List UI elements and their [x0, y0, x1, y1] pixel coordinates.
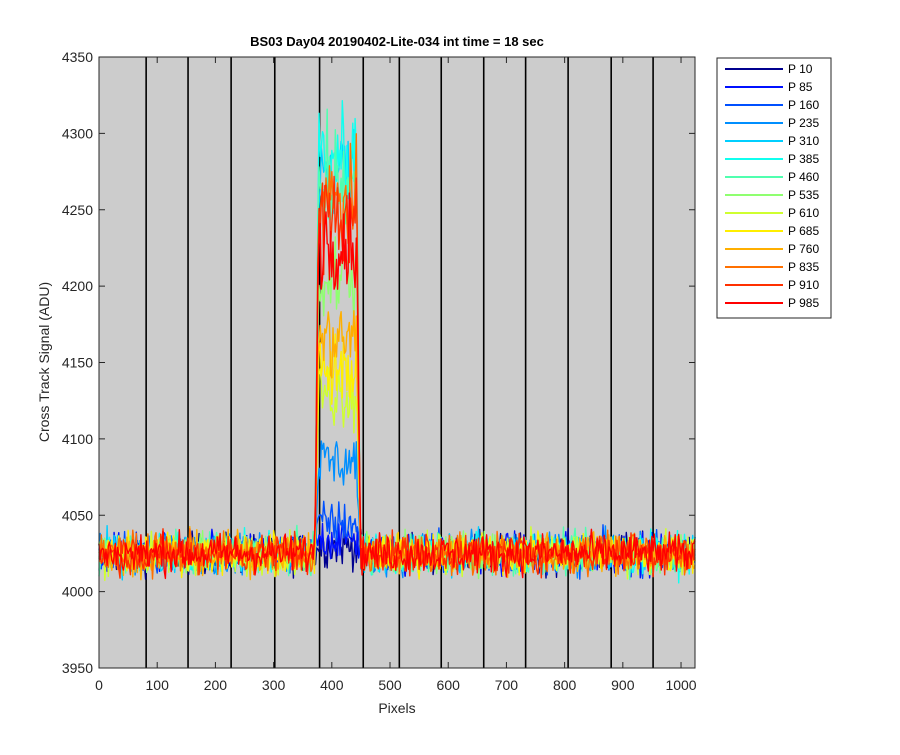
- y-tick-label: 4250: [62, 202, 93, 218]
- legend-label: P 610: [788, 206, 819, 220]
- y-axis-label: Cross Track Signal (ADU): [36, 282, 52, 442]
- x-tick-label: 0: [95, 677, 103, 693]
- x-tick-label: 600: [437, 677, 461, 693]
- y-tick-label: 4050: [62, 507, 93, 523]
- legend-label: P 10: [788, 62, 813, 76]
- chart-title: BS03 Day04 20190402-Lite-034 int time = …: [250, 34, 544, 49]
- y-tick-label: 4350: [62, 49, 93, 65]
- legend-label: P 910: [788, 278, 819, 292]
- x-tick-label: 700: [495, 677, 519, 693]
- legend-label: P 460: [788, 170, 819, 184]
- y-tick-label: 4200: [62, 278, 93, 294]
- legend-label: P 760: [788, 242, 819, 256]
- x-tick-label: 100: [146, 677, 170, 693]
- legend-label: P 685: [788, 224, 819, 238]
- legend-label: P 535: [788, 188, 819, 202]
- x-tick-label: 800: [553, 677, 577, 693]
- legend-box: [716, 57, 832, 319]
- legend-label: P 835: [788, 260, 819, 274]
- legend-label: P 160: [788, 98, 819, 112]
- x-tick-label: 500: [378, 677, 402, 693]
- legend-label: P 985: [788, 296, 819, 310]
- y-tick-label: 3950: [62, 660, 93, 676]
- legend-label: P 385: [788, 152, 819, 166]
- y-tick-label: 4100: [62, 431, 93, 447]
- x-tick-label: 200: [204, 677, 228, 693]
- x-axis-label: Pixels: [378, 700, 415, 716]
- x-tick-label: 1000: [665, 677, 696, 693]
- legend: P 10 P 85 P 160 P 235 P 310 P 385 P 460 P 535 P …: [716, 57, 832, 319]
- x-tick-label: 400: [320, 677, 344, 693]
- y-tick-label: 4150: [62, 355, 93, 371]
- x-tick-label: 900: [611, 677, 635, 693]
- legend-label: P 310: [788, 134, 819, 148]
- series-line-p-985: [98, 192, 696, 580]
- legend-label: P 235: [788, 116, 819, 130]
- legend-label: P 85: [788, 80, 813, 94]
- y-tick-label: 4000: [62, 584, 93, 600]
- y-tick-label: 4300: [62, 125, 93, 141]
- x-tick-label: 300: [262, 677, 286, 693]
